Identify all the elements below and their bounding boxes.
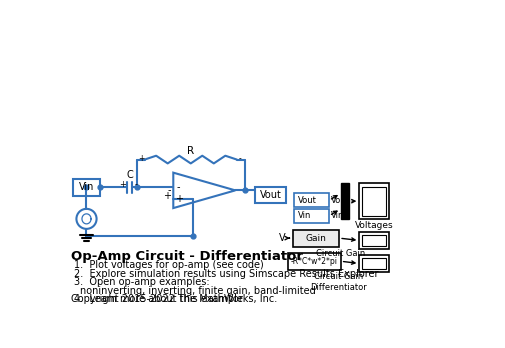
Bar <box>293 193 328 207</box>
Text: -: - <box>167 184 171 195</box>
Text: -: - <box>177 182 180 192</box>
Bar <box>292 230 338 247</box>
Text: -: - <box>134 180 137 189</box>
Bar <box>293 209 328 223</box>
Bar <box>359 232 388 249</box>
Text: Voltages: Voltages <box>354 221 392 230</box>
Text: Gain: Gain <box>305 234 326 243</box>
Text: -R*C*w*2*pi: -R*C*w*2*pi <box>290 257 337 266</box>
Text: Vin: Vin <box>297 211 311 220</box>
Text: +: + <box>119 180 126 189</box>
Bar <box>359 183 388 219</box>
Text: Circuit Gain: Circuit Gain <box>316 249 365 258</box>
Bar <box>362 258 385 269</box>
Bar <box>359 255 388 272</box>
Text: 1.  Plot voltages for op-amp (see code): 1. Plot voltages for op-amp (see code) <box>74 260 263 270</box>
Bar <box>287 253 340 270</box>
Text: Vout: Vout <box>297 196 316 205</box>
Text: Vout: Vout <box>260 190 281 200</box>
Text: Vin: Vin <box>330 211 343 220</box>
Bar <box>362 235 385 246</box>
Bar <box>362 187 385 216</box>
Text: +: + <box>163 191 171 201</box>
Text: Circuit Gain
Differentiator: Circuit Gain Differentiator <box>310 272 366 292</box>
Text: -: - <box>238 154 241 163</box>
Text: Vin: Vin <box>79 182 94 192</box>
Text: Op-Amp Circuit - Differentiator: Op-Amp Circuit - Differentiator <box>71 250 302 263</box>
Bar <box>72 179 100 196</box>
Bar <box>340 183 348 219</box>
Text: Vout: Vout <box>330 196 349 205</box>
Text: noninverting, inverting, finite gain, band-limited: noninverting, inverting, finite gain, ba… <box>80 286 316 296</box>
Text: Copyright 2015-2022 The MathWorks, Inc.: Copyright 2015-2022 The MathWorks, Inc. <box>71 294 277 303</box>
Text: 3.  Open op-amp examples:: 3. Open op-amp examples: <box>74 277 209 287</box>
Text: C: C <box>126 169 133 180</box>
Text: +: + <box>138 154 144 163</box>
Text: 4.  Learn more about this example: 4. Learn more about this example <box>74 294 242 304</box>
Text: 2.  Explore simulation results using Simscape Results Explorer: 2. Explore simulation results using Sims… <box>74 269 378 279</box>
Text: V: V <box>278 233 284 243</box>
Bar <box>255 187 286 204</box>
Text: R: R <box>187 147 194 157</box>
Text: +: + <box>174 193 182 204</box>
